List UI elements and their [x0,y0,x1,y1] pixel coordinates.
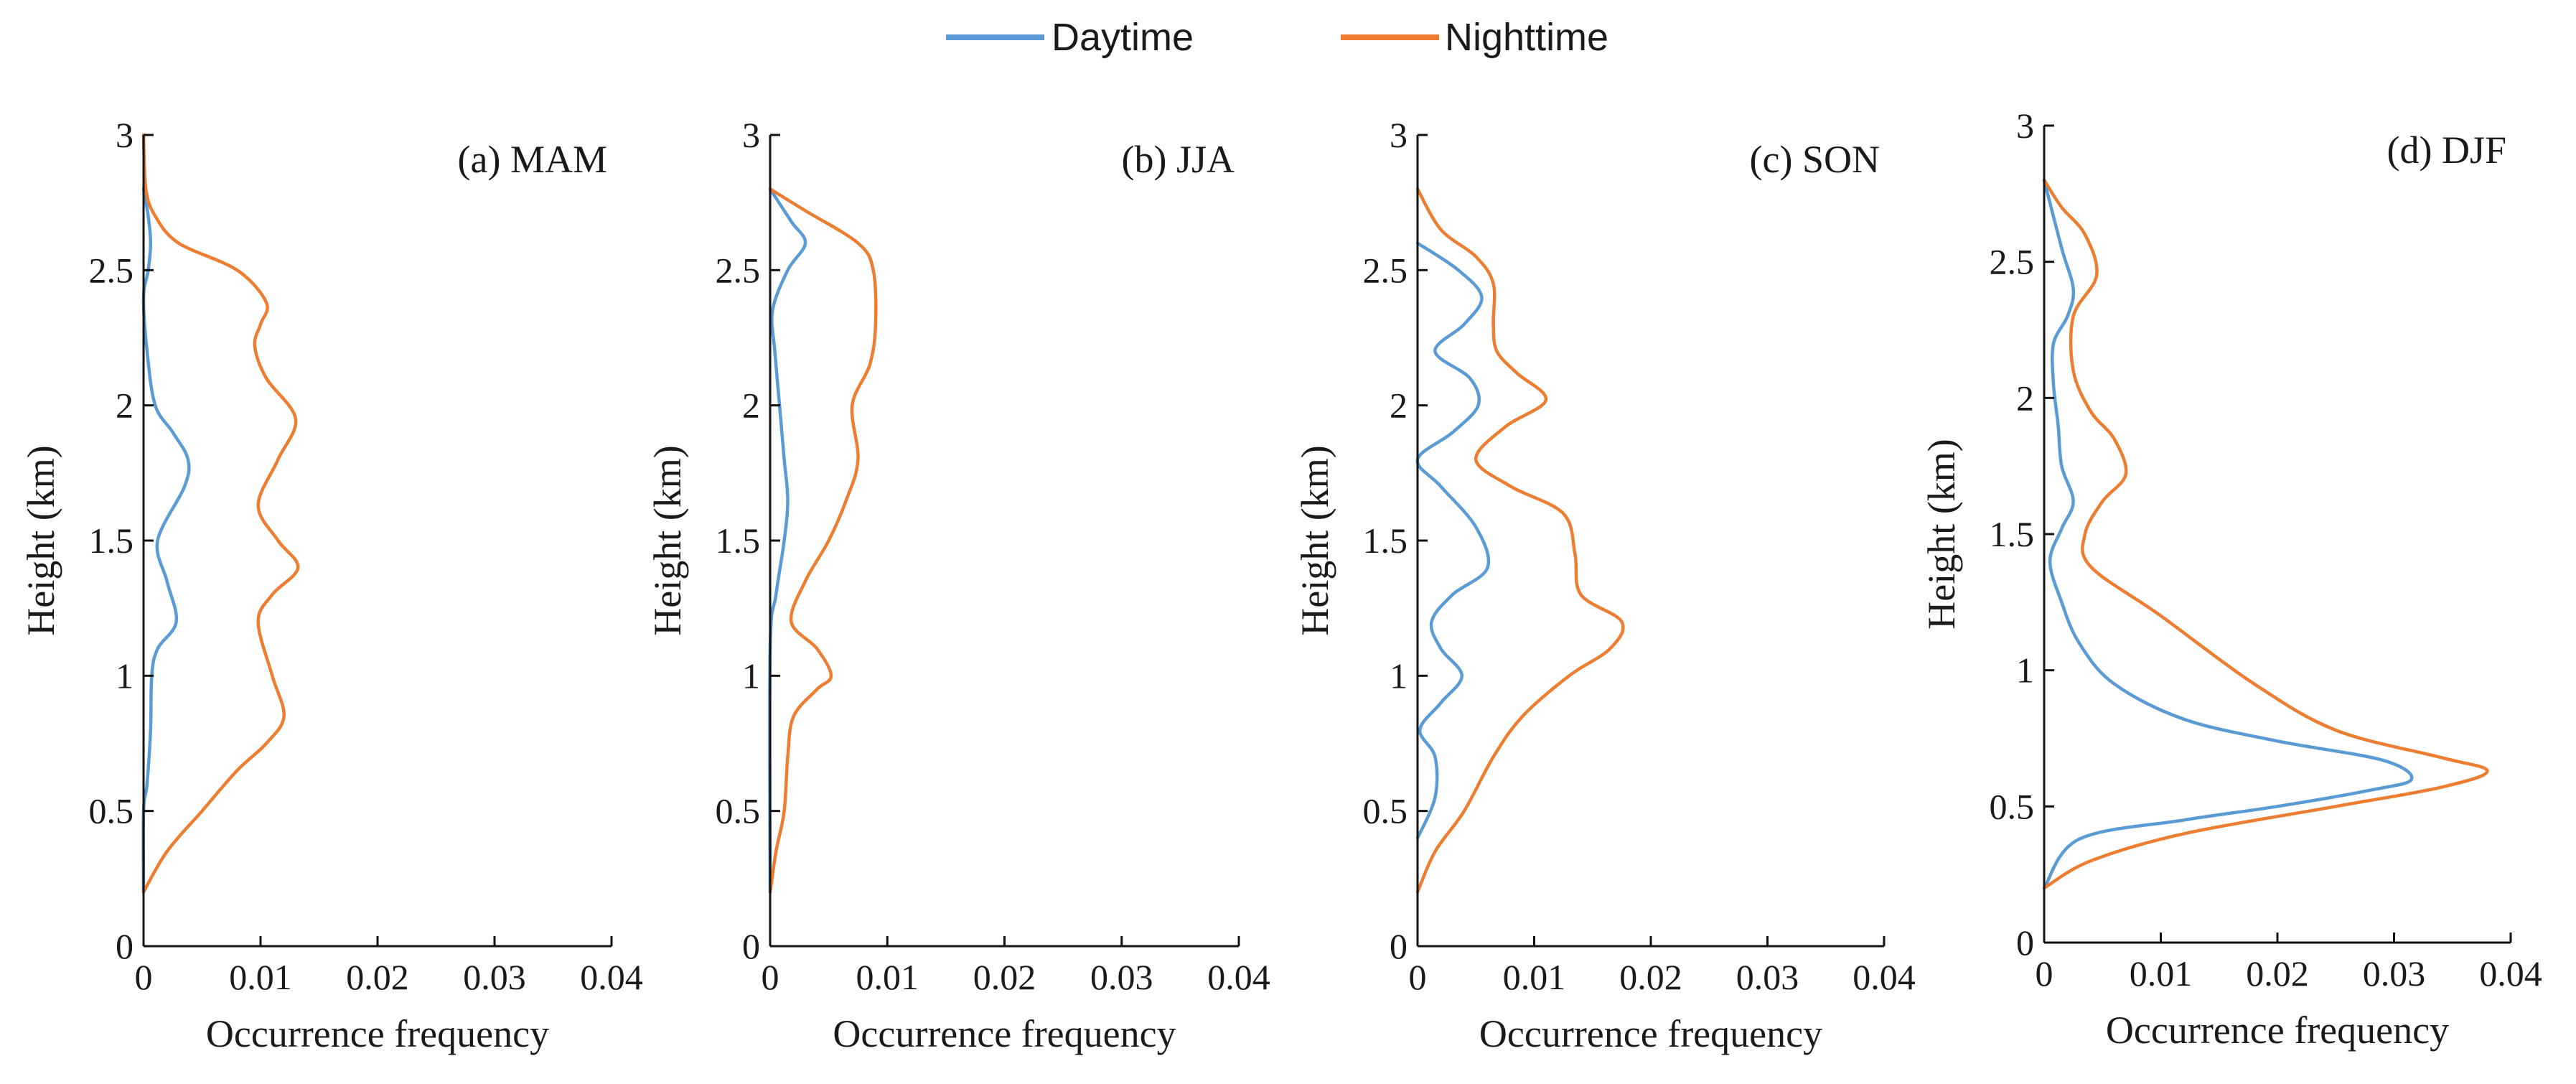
x-tick-label: 0.02 [2246,953,2309,994]
x-tick-label: 0.01 [856,957,919,997]
y-tick-label: 0.5 [1363,791,1408,831]
legend-label-daytime: Daytime [1052,16,1194,59]
y-tick-label: 1 [116,655,134,696]
x-tick-label: 0.02 [346,957,409,997]
y-tick-label: 2 [1390,386,1408,426]
y-tick-label: 2.5 [716,250,761,290]
x-tick-label: 0.03 [463,957,526,997]
x-axis-label: Occurrence frequency [833,1012,1176,1055]
x-tick-label: 0.01 [229,957,292,997]
series-line-daytime [1415,241,1491,840]
x-tick-label: 0 [762,957,779,997]
x-tick-label: 0.04 [1853,957,1916,997]
x-tick-label: 0.04 [2479,953,2542,994]
y-tick-label: 1.5 [89,520,134,561]
series-line-nighttime [2042,178,2489,890]
y-tick-label: 2 [742,386,760,426]
x-tick-label: 0.03 [1736,957,1799,997]
y-axis-label: Height (km) [646,445,689,635]
panel-title: (a) MAM [458,138,607,181]
y-tick-label: 0.5 [716,791,761,831]
panels: 0 0.5 1 1.5 2 2.5 3 0 0.01 0.02 0.03 0.04 Occurrence… [19,106,2542,1055]
y-tick-label: 2 [116,386,134,426]
y-tick-label: 2.5 [1990,242,2035,282]
y-tick-label: 0 [116,926,134,966]
legend-item-nighttime: Nighttime [1341,16,1608,59]
legend-item-daytime: Daytime [946,16,1194,59]
series-line-daytime [2042,178,2414,890]
y-tick-label: 1.5 [716,520,761,561]
series-line-daytime [141,187,191,894]
y-axis-label: Height (km) [19,445,62,635]
y-tick-label: 0.5 [89,791,134,831]
y-tick-label: 2.5 [89,250,134,290]
y-axis-label: Height (km) [1920,439,1963,629]
legend-label-nighttime: Nighttime [1445,16,1608,59]
y-tick-label: 1 [1390,655,1408,696]
y-tick-label: 1.5 [1990,514,2035,554]
x-tick-label: 0.01 [1503,957,1566,997]
x-tick-label: 0.02 [973,957,1036,997]
y-tick-label: 0 [1390,926,1408,966]
y-tick-label: 1 [742,655,760,696]
series-line-nighttime [141,133,300,894]
y-tick-label: 2 [2016,378,2034,418]
chart-panel-4: 0 0.5 1 1.5 2 2.5 3 0 0.01 0.02 0.03 0.04 Occurrence… [1920,106,2542,1052]
x-tick-label: 0.01 [2130,953,2193,994]
y-tick-label: 3 [742,115,760,155]
y-tick-label: 1 [2016,650,2034,691]
x-tick-label: 0.03 [1090,957,1153,997]
series-line-nighttime [1415,187,1625,894]
y-tick-label: 0 [742,926,760,966]
x-tick-label: 0 [1409,957,1427,997]
x-axis-label: Occurrence frequency [206,1012,549,1055]
y-tick-label: 3 [2016,106,2034,146]
y-tick-label: 0 [2016,922,2034,963]
y-tick-label: 1.5 [1363,520,1408,561]
panel-title: (b) JJA [1122,138,1235,181]
y-tick-label: 2.5 [1363,250,1408,290]
panel-title: (c) SON [1750,138,1880,181]
x-tick-label: 0 [135,957,153,997]
legend: Daytime Nighttime [946,16,1608,59]
x-tick-label: 0.04 [1207,957,1270,997]
x-tick-label: 0 [2036,953,2053,994]
panel-title: (d) DJF [2387,129,2506,172]
y-axis-label: Height (km) [1293,445,1336,635]
y-tick-label: 3 [1390,115,1408,155]
x-axis-label: Occurrence frequency [2106,1009,2449,1052]
y-tick-label: 3 [116,115,134,155]
x-tick-label: 0.03 [2363,953,2426,994]
chart-panel-2: 0 0.5 1 1.5 2 2.5 3 0 0.01 0.02 0.03 0.04 Occurrence… [646,115,1270,1055]
chart-panel-3: 0 0.5 1 1.5 2 2.5 3 0 0.01 0.02 0.03 0.04 Occurrence… [1293,115,1916,1055]
y-tick-label: 0.5 [1990,786,2035,826]
chart-panel-1: 0 0.5 1 1.5 2 2.5 3 0 0.01 0.02 0.03 0.04 Occurrence… [19,115,643,1055]
x-axis-label: Occurrence frequency [1479,1012,1822,1055]
series-line-nighttime [768,187,878,894]
x-tick-label: 0.04 [580,957,643,997]
x-tick-label: 0.02 [1619,957,1682,997]
